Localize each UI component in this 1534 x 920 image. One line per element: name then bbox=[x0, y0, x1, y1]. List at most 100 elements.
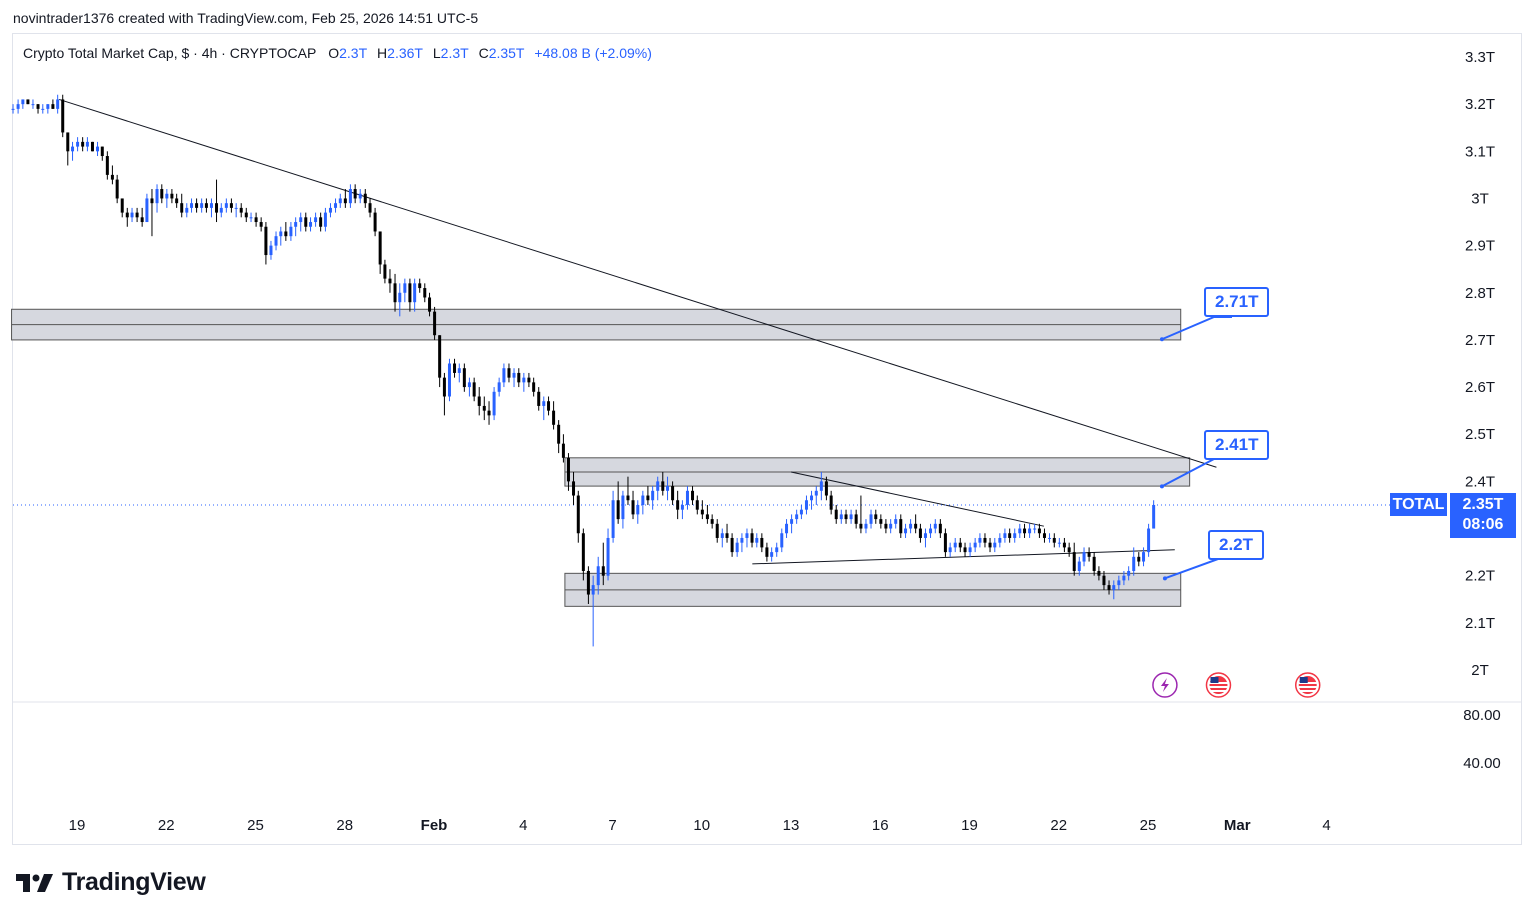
candle-body-11 bbox=[66, 132, 70, 152]
price-tick-label: 2.9T bbox=[1465, 238, 1495, 255]
callout-pointer-2 bbox=[1164, 558, 1236, 580]
price-tick-label: 3.3T bbox=[1465, 49, 1495, 66]
candle-body-36 bbox=[190, 203, 194, 208]
candle-body-39 bbox=[204, 203, 208, 208]
open-value: 2.3T bbox=[339, 45, 368, 61]
candle-body-82 bbox=[418, 283, 422, 289]
candle-body-106 bbox=[537, 391, 541, 406]
candle-body-8 bbox=[51, 104, 55, 109]
price-tick-label: 2.2T bbox=[1465, 568, 1495, 585]
symbol-name[interactable]: Crypto Total Market Cap, $ · 4h · CRYPTO… bbox=[23, 45, 317, 61]
zones[interactable] bbox=[11, 308, 1191, 607]
time-axis[interactable]: 19 22 25 28 Feb 4 7 10 13 16 19 22 25 Mar 4 bbox=[69, 817, 1331, 834]
candle-body-105 bbox=[532, 382, 536, 392]
candle-body-128 bbox=[646, 495, 650, 501]
callout-2-2t[interactable]: 2.2T bbox=[1208, 530, 1265, 560]
candle-body-130 bbox=[656, 481, 660, 491]
event-markers[interactable] bbox=[1152, 672, 1321, 698]
candle-body-204 bbox=[1023, 528, 1027, 534]
indicator-tick-label: 80.00 bbox=[1463, 707, 1501, 724]
candle-body-67 bbox=[343, 198, 347, 204]
candles bbox=[11, 94, 1156, 647]
low-label: L bbox=[432, 45, 441, 61]
candle-body-61 bbox=[314, 217, 318, 223]
candle-body-194 bbox=[973, 542, 977, 548]
candle-body-55 bbox=[284, 231, 288, 237]
candle-body-148 bbox=[745, 533, 749, 538]
candle-body-203 bbox=[1018, 528, 1022, 534]
us-flag-icon-stripe bbox=[1209, 686, 1228, 688]
candle-body-9 bbox=[56, 99, 60, 109]
candle-body-77 bbox=[393, 283, 397, 303]
time-tick-label: 28 bbox=[336, 817, 353, 834]
candle-body-58 bbox=[299, 217, 303, 223]
candle-body-85 bbox=[433, 311, 437, 336]
candle-body-188 bbox=[943, 533, 947, 553]
candle-body-219 bbox=[1097, 570, 1101, 576]
candle-body-52 bbox=[269, 245, 273, 256]
time-tick-label: 25 bbox=[1140, 817, 1157, 834]
tradingview-logo[interactable]: TradingView bbox=[16, 868, 206, 897]
candle-body-23 bbox=[125, 212, 129, 218]
candle-body-127 bbox=[641, 495, 645, 505]
trendlines[interactable] bbox=[58, 98, 1217, 565]
price-tick-label: 2.4T bbox=[1465, 473, 1495, 490]
candle-body-107 bbox=[542, 401, 546, 406]
candle-body-227 bbox=[1137, 556, 1141, 562]
candle-body-198 bbox=[993, 542, 997, 548]
candle-body-228 bbox=[1142, 552, 1146, 562]
candle-body-191 bbox=[958, 542, 962, 548]
candle-body-42 bbox=[219, 207, 223, 213]
candle-body-20 bbox=[110, 174, 114, 180]
candle-body-62 bbox=[319, 217, 323, 227]
candle-body-93 bbox=[472, 382, 476, 397]
candle-body-202 bbox=[1013, 533, 1017, 538]
candle-body-99 bbox=[502, 368, 506, 383]
candle-body-126 bbox=[636, 504, 640, 515]
candle-body-160 bbox=[804, 500, 808, 510]
symbol-legend[interactable]: Crypto Total Market Cap, $ · 4h · CRYPTO… bbox=[23, 45, 652, 61]
candle-body-34 bbox=[180, 203, 184, 213]
candle-body-201 bbox=[1008, 533, 1012, 538]
candle-body-14 bbox=[81, 141, 85, 147]
candle-body-48 bbox=[249, 217, 253, 219]
price-axis[interactable]: 3.3T 3.2T 3.1T 3T 2.9T 2.8T 2.7T 2.6T 2.5T 2.4T 2.… bbox=[1463, 49, 1501, 772]
candle-body-102 bbox=[517, 372, 521, 383]
candle-body-64 bbox=[328, 207, 332, 213]
candle-body-200 bbox=[1003, 533, 1007, 538]
attribution: novintrader1376 created with TradingView… bbox=[13, 10, 479, 26]
candle-body-118 bbox=[596, 566, 600, 586]
candle-body-69 bbox=[353, 189, 357, 199]
candle-body-134 bbox=[676, 500, 680, 510]
tradingview-logo-text: TradingView bbox=[62, 868, 206, 896]
candle-body-100 bbox=[507, 368, 511, 378]
price-tick-label: 2.1T bbox=[1465, 615, 1495, 632]
time-tick-label: Mar bbox=[1224, 817, 1251, 834]
last-price-tag: 2.35T 08:06 bbox=[1450, 493, 1516, 538]
candle-body-110 bbox=[557, 424, 561, 444]
candle-body-218 bbox=[1092, 556, 1096, 571]
candle-body-103 bbox=[522, 377, 526, 383]
candle-body-66 bbox=[338, 198, 342, 204]
candle-body-154 bbox=[775, 547, 779, 553]
candle-body-196 bbox=[983, 537, 987, 543]
callout-2-71t[interactable]: 2.71T bbox=[1204, 287, 1270, 317]
candle-body-159 bbox=[799, 509, 803, 515]
candle-body-209 bbox=[1048, 537, 1052, 539]
candle-body-95 bbox=[482, 405, 486, 411]
candle-body-138 bbox=[695, 500, 699, 510]
candle-body-4 bbox=[31, 104, 35, 106]
price-tick-label: 3.2T bbox=[1465, 96, 1495, 113]
candle-body-162 bbox=[814, 490, 818, 496]
candle-body-135 bbox=[680, 504, 684, 510]
candle-body-226 bbox=[1132, 556, 1136, 571]
trendline-0 bbox=[58, 98, 1217, 468]
candle-body-116 bbox=[586, 570, 590, 595]
callout-2-41t[interactable]: 2.41T bbox=[1204, 430, 1270, 460]
candle-body-217 bbox=[1087, 552, 1091, 557]
candle-body-211 bbox=[1057, 542, 1061, 544]
trendline-1 bbox=[790, 471, 1044, 527]
tradingview-logo-icon bbox=[16, 873, 53, 892]
candle-body-78 bbox=[398, 292, 402, 303]
